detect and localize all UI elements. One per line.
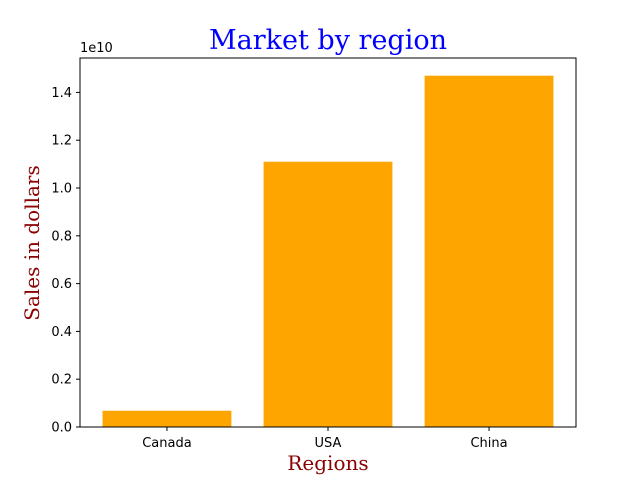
bar-usa <box>263 161 393 427</box>
y-tick-label: 1.4 <box>51 86 72 101</box>
y-axis-title: Sales in dollars <box>20 165 44 321</box>
plot-area: Canada USA China 0.0 0.2 0.4 0.6 0.8 1.0 1.2 1.4 <box>51 57 577 451</box>
y-tick-label: 0.0 <box>51 421 72 436</box>
y-tick-label: 1.0 <box>51 182 72 197</box>
x-axis-title: Regions <box>287 451 368 475</box>
y-tick-label: 0.8 <box>51 229 72 244</box>
y-tick-label: 1.2 <box>51 134 72 149</box>
y-tick-label: 0.2 <box>51 373 72 388</box>
bar-canada <box>102 410 232 427</box>
y-axis-offset-label: 1e10 <box>80 41 113 56</box>
y-tick-label: 0.6 <box>51 277 72 292</box>
y-tick-label: 0.4 <box>51 325 72 340</box>
plot-frame <box>79 57 577 428</box>
x-tick-label: Canada <box>142 436 191 451</box>
bar-china <box>424 75 554 427</box>
x-tick-label: China <box>470 436 507 451</box>
x-tick-label: USA <box>315 436 342 451</box>
chart-title: Market by region <box>209 25 447 56</box>
